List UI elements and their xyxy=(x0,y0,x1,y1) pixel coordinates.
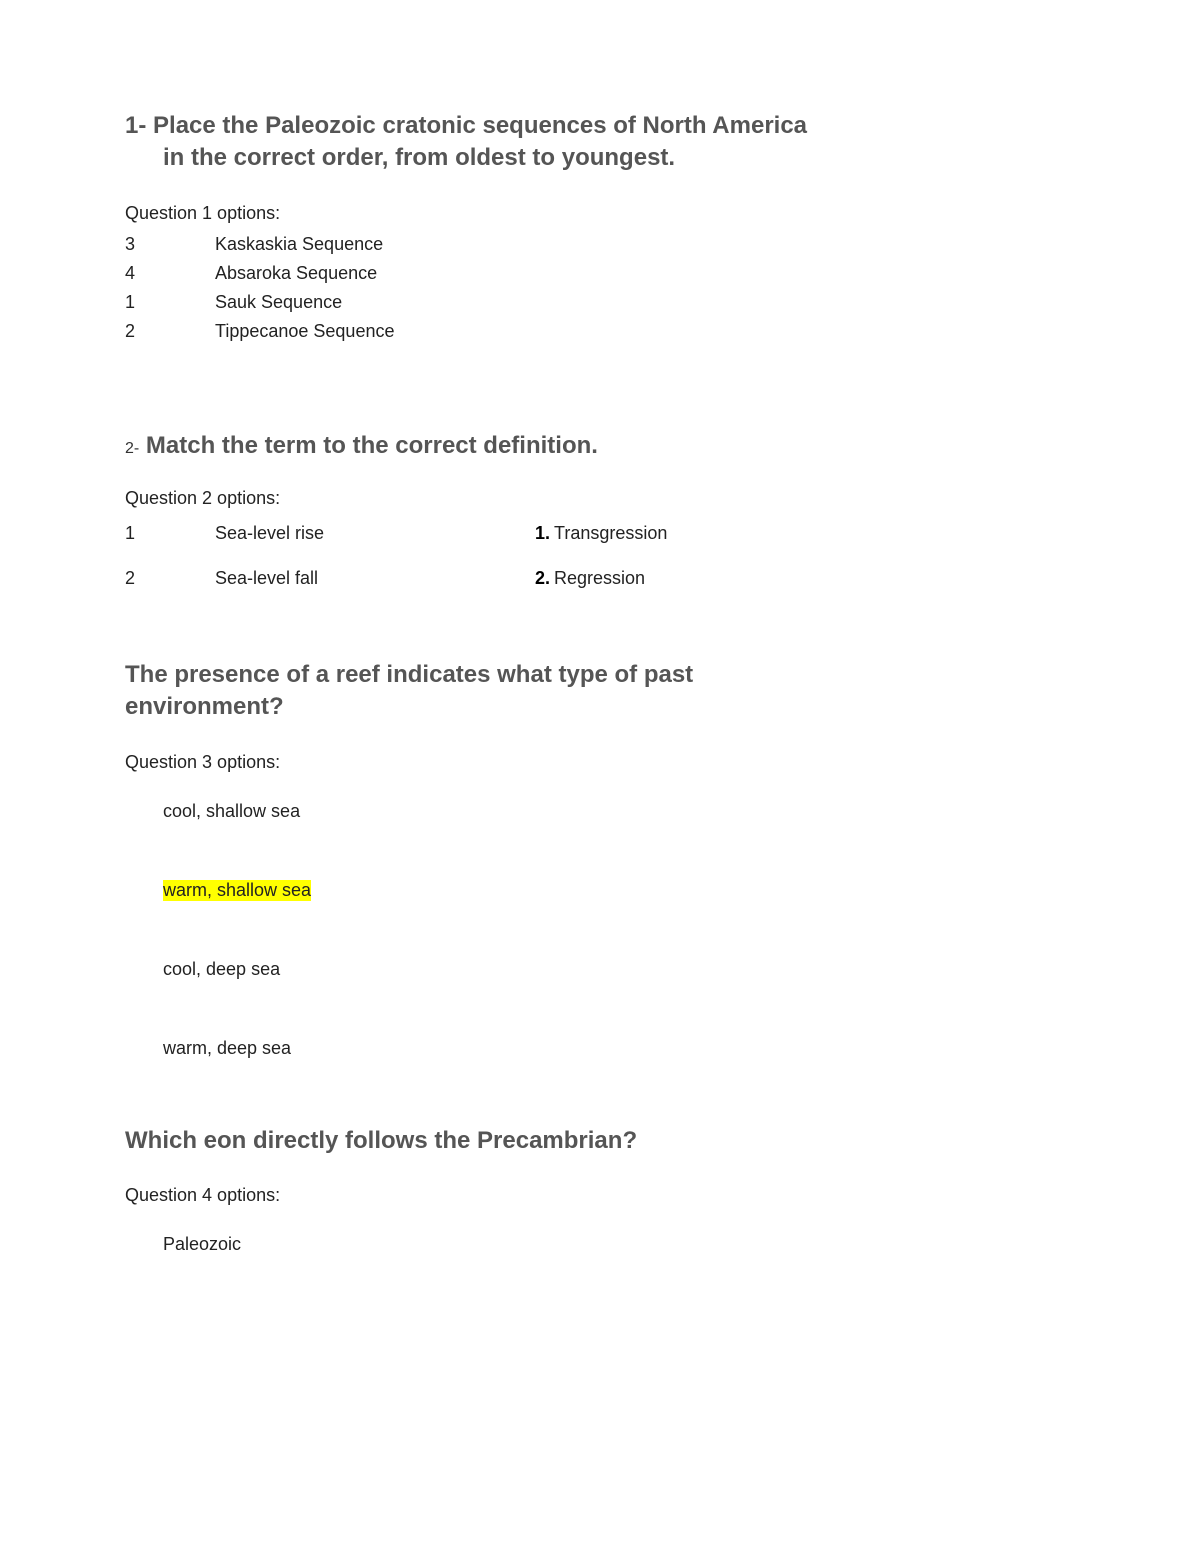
order-number: 1 xyxy=(125,292,215,313)
question-2: 2- Match the term to the correct definit… xyxy=(125,432,1075,589)
table-row: 1 Sauk Sequence xyxy=(125,292,1075,313)
question-2-heading: 2- Match the term to the correct definit… xyxy=(125,432,1075,460)
question-1-heading: 1- Place the Paleozoic cratonic sequence… xyxy=(125,110,1075,175)
question-3: The presence of a reef indicates what ty… xyxy=(125,659,1075,1075)
question-2-table: 1 Sea-level rise 1.Transgression 2 Sea-l… xyxy=(125,523,1075,589)
sequence-name: Kaskaskia Sequence xyxy=(215,234,383,255)
question-4-options: Paleozoic xyxy=(125,1218,1075,1271)
question-1-number: 1- xyxy=(125,112,146,139)
table-row: 2 Sea-level fall 2.Regression xyxy=(125,568,1075,589)
question-2-number: 2- xyxy=(125,440,139,457)
list-item: warm, deep sea xyxy=(125,1022,1075,1075)
match-term: Sea-level rise xyxy=(215,523,535,544)
question-4-heading: Which eon directly follows the Precambri… xyxy=(125,1125,1075,1157)
order-number: 4 xyxy=(125,263,215,284)
match-def-text: Regression xyxy=(554,568,645,588)
order-number: 3 xyxy=(125,234,215,255)
question-4-options-label: Question 4 options: xyxy=(125,1185,1075,1206)
match-definition: 1.Transgression xyxy=(535,523,667,544)
list-item: cool, shallow sea xyxy=(125,785,1075,838)
mc-option: cool, shallow sea xyxy=(163,801,300,822)
mc-option-highlighted: warm, shallow sea xyxy=(163,880,311,901)
order-number: 2 xyxy=(125,321,215,342)
match-term: Sea-level fall xyxy=(215,568,535,589)
question-3-heading-line2: environment? xyxy=(125,693,284,720)
list-item: cool, deep sea xyxy=(125,943,1075,996)
mc-option: warm, deep sea xyxy=(163,1038,291,1059)
question-1: 1- Place the Paleozoic cratonic sequence… xyxy=(125,110,1075,342)
match-def-number: 1. xyxy=(535,523,550,543)
mc-option: Paleozoic xyxy=(163,1234,241,1255)
sequence-name: Tippecanoe Sequence xyxy=(215,321,394,342)
question-3-heading: The presence of a reef indicates what ty… xyxy=(125,659,1075,724)
question-1-options-label: Question 1 options: xyxy=(125,203,1075,224)
question-3-heading-line1: The presence of a reef indicates what ty… xyxy=(125,661,693,688)
match-left-number: 2 xyxy=(125,568,215,589)
question-3-options-label: Question 3 options: xyxy=(125,752,1075,773)
question-2-options-label: Question 2 options: xyxy=(125,488,1075,509)
match-def-text: Transgression xyxy=(554,523,667,543)
sequence-name: Absaroka Sequence xyxy=(215,263,377,284)
match-left-number: 1 xyxy=(125,523,215,544)
question-3-options: cool, shallow sea warm, shallow sea cool… xyxy=(125,785,1075,1075)
mc-option: cool, deep sea xyxy=(163,959,280,980)
table-row: 1 Sea-level rise 1.Transgression xyxy=(125,523,1075,544)
question-1-table: 3 Kaskaskia Sequence 4 Absaroka Sequence… xyxy=(125,234,1075,342)
question-1-heading-line1: Place the Paleozoic cratonic sequences o… xyxy=(153,112,807,139)
list-item: warm, shallow sea xyxy=(125,864,1075,917)
question-1-heading-line2: in the correct order, from oldest to you… xyxy=(163,144,675,171)
match-definition: 2.Regression xyxy=(535,568,645,589)
sequence-name: Sauk Sequence xyxy=(215,292,342,313)
question-4: Which eon directly follows the Precambri… xyxy=(125,1125,1075,1271)
list-item: Paleozoic xyxy=(125,1218,1075,1271)
match-def-number: 2. xyxy=(535,568,550,588)
table-row: 3 Kaskaskia Sequence xyxy=(125,234,1075,255)
question-2-heading-text: Match the term to the correct definition… xyxy=(146,432,598,459)
table-row: 2 Tippecanoe Sequence xyxy=(125,321,1075,342)
table-row: 4 Absaroka Sequence xyxy=(125,263,1075,284)
